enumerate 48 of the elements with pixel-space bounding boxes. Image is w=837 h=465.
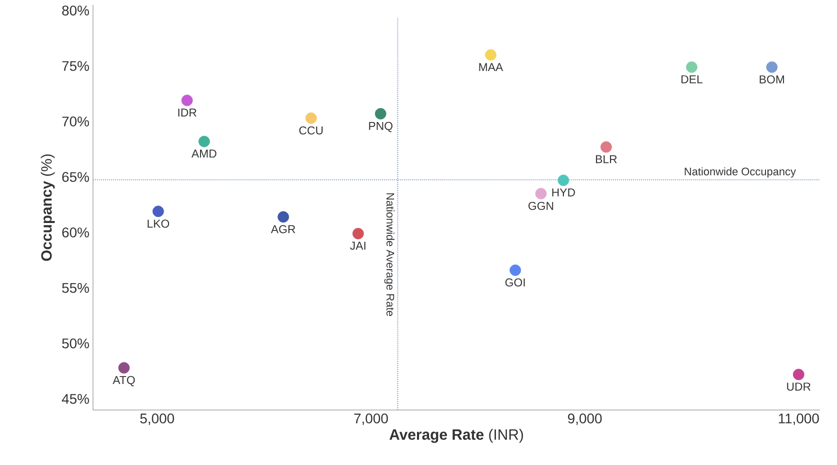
annotation: BOM xyxy=(760,75,784,84)
ref-line-label: Nationwide Occupancy xyxy=(684,167,796,178)
y-axis-title: Occupancy (%) xyxy=(40,154,55,261)
y-tick-label: 55% xyxy=(62,283,89,293)
point xyxy=(792,368,804,380)
annotation: CCU xyxy=(299,126,323,134)
point xyxy=(118,362,130,374)
annotation: GGN xyxy=(528,202,554,210)
point xyxy=(600,141,612,153)
annotation: JAI xyxy=(350,242,366,250)
y-tick-label: 60% xyxy=(62,228,89,238)
annotation: AMD xyxy=(191,150,216,158)
ref-line-label: Nationwide Average Rate xyxy=(384,193,394,316)
point xyxy=(558,174,570,186)
x-tick-label: 7,000 xyxy=(354,414,388,426)
point xyxy=(535,188,547,200)
annotation: DEL xyxy=(682,75,702,84)
y-tick-label: 50% xyxy=(62,338,89,348)
point xyxy=(352,228,364,240)
annotation: UDR xyxy=(787,382,810,391)
x-tick-label: 9,000 xyxy=(568,414,602,426)
x-tick-label: 11,000 xyxy=(778,414,819,426)
y-tick-label: 70% xyxy=(62,116,89,126)
annotation: IDR xyxy=(178,108,196,116)
point xyxy=(485,49,496,61)
y-tick-label: 75% xyxy=(62,61,89,71)
annotation: MAA xyxy=(479,63,504,72)
point xyxy=(510,264,522,276)
point xyxy=(198,136,210,148)
point xyxy=(374,108,386,120)
annotation: BLR xyxy=(596,155,617,164)
point xyxy=(766,61,778,73)
point xyxy=(305,112,317,124)
annotation: AGR xyxy=(270,225,296,234)
y-tick-label: 65% xyxy=(62,172,89,182)
y-tick-label: 80% xyxy=(62,6,89,16)
annotation: PNQ xyxy=(369,122,392,132)
x-tick-label: 5,000 xyxy=(140,414,174,426)
annotation: LKO xyxy=(148,220,170,228)
x-axis-title: Average Rate (INR) xyxy=(389,428,523,443)
point xyxy=(152,206,164,218)
annotation: ATQ xyxy=(112,376,135,386)
y-tick-label: 45% xyxy=(62,394,89,404)
point xyxy=(278,211,290,223)
point xyxy=(686,61,698,73)
annotation: HYD xyxy=(552,188,575,196)
annotation: GOI xyxy=(505,278,525,286)
point xyxy=(181,94,193,106)
